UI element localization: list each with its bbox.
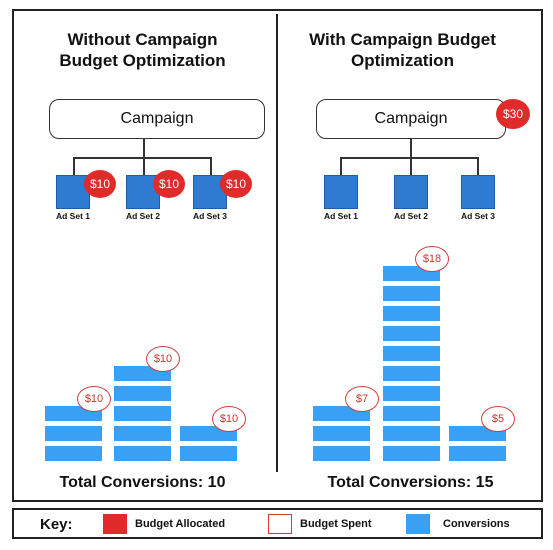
right-campaign-label: Campaign — [374, 110, 448, 127]
key-swatch-budget-spent — [268, 514, 292, 534]
panel-divider — [276, 14, 278, 472]
right-bar-2-block-4 — [383, 386, 440, 401]
right-bar-2-block-8 — [383, 306, 440, 321]
right-campaign-box: Campaign — [316, 99, 506, 139]
right-ad-set-2 — [394, 175, 428, 209]
right-title-line2: Optimization — [351, 51, 454, 70]
key-title: Key: — [40, 516, 73, 533]
right-bar-1-block-1 — [313, 446, 370, 461]
right-ad-set-2-label: Ad Set 2 — [393, 211, 428, 221]
right-bar-2-block-2 — [383, 426, 440, 441]
right-bar-2-block-5 — [383, 366, 440, 381]
left-ad-set-2-label: Ad Set 2 — [125, 211, 160, 221]
main-frame — [12, 9, 543, 502]
key-label-conversions: Conversions — [443, 518, 510, 530]
left-campaign-label: Campaign — [120, 110, 194, 127]
left-bar-2-spent-badge: $10 — [146, 346, 180, 372]
key-legend: Key: Budget Allocated Budget Spent Conve… — [12, 508, 543, 539]
key-label-budget-spent: Budget Spent — [300, 518, 372, 530]
left-bar-1-block-2 — [45, 426, 102, 441]
left-bar-2-block-1 — [114, 446, 171, 461]
left-title-line1: Without Campaign — [67, 30, 218, 49]
left-total-conversions: Total Conversions: 10 — [59, 474, 226, 491]
left-bar-1-spent-badge: $10 — [77, 386, 111, 412]
left-title-line2: Budget Optimization — [59, 51, 226, 70]
right-bar-2-block-1 — [383, 446, 440, 461]
key-swatch-conversions — [406, 514, 430, 534]
left-connector-stem — [143, 139, 145, 158]
right-bar-3-block-1 — [449, 446, 506, 461]
left-bar-2-block-3 — [114, 406, 171, 421]
left-connector-drop-1 — [73, 157, 75, 175]
left-connector-drop-3 — [210, 157, 212, 175]
left-ad-set-1 — [56, 175, 90, 209]
right-bar-1-block-2 — [313, 426, 370, 441]
right-ad-set-1 — [324, 175, 358, 209]
left-ad-set-1-budget-badge: $10 — [84, 170, 116, 198]
key-label-budget-allocated: Budget Allocated — [135, 518, 226, 530]
key-swatch-budget-allocated — [103, 514, 127, 534]
right-connector-drop-1 — [340, 157, 342, 175]
left-ad-set-2-budget-badge: $10 — [153, 170, 185, 198]
right-connector-stem — [410, 139, 412, 158]
left-bar-1-block-1 — [45, 446, 102, 461]
left-bar-3-block-1 — [180, 446, 237, 461]
right-bar-2-block-9 — [383, 286, 440, 301]
right-ad-set-1-label: Ad Set 1 — [323, 211, 358, 221]
right-connector-drop-3 — [477, 157, 479, 175]
right-total-conversions: Total Conversions: 15 — [327, 474, 494, 491]
left-campaign-box: Campaign — [49, 99, 265, 139]
right-bar-2-block-6 — [383, 346, 440, 361]
left-panel-title: Without Campaign Budget Optimization — [40, 29, 245, 71]
left-bar-3-spent-badge: $10 — [212, 406, 246, 432]
left-bar-2-block-2 — [114, 426, 171, 441]
right-campaign-budget-badge: $30 — [496, 99, 530, 129]
right-ad-set-3-label: Ad Set 3 — [460, 211, 495, 221]
right-ad-set-3 — [461, 175, 495, 209]
right-connector-horizontal — [340, 157, 478, 159]
left-bar-2-block-4 — [114, 386, 171, 401]
right-bar-2-block-3 — [383, 406, 440, 421]
right-panel-title: With Campaign Budget Optimization — [300, 29, 505, 71]
right-bar-3-spent-badge: $5 — [481, 406, 515, 432]
left-ad-set-3-budget-badge: $10 — [220, 170, 252, 198]
right-bar-1-spent-badge: $7 — [345, 386, 379, 412]
left-connector-drop-2 — [143, 157, 145, 175]
right-connector-drop-2 — [410, 157, 412, 175]
right-bar-2-block-7 — [383, 326, 440, 341]
right-bar-2-spent-badge: $18 — [415, 246, 449, 272]
left-connector-horizontal — [73, 157, 211, 159]
left-ad-set-3-label: Ad Set 3 — [192, 211, 227, 221]
left-ad-set-1-label: Ad Set 1 — [55, 211, 90, 221]
right-title-line1: With Campaign Budget — [309, 30, 496, 49]
